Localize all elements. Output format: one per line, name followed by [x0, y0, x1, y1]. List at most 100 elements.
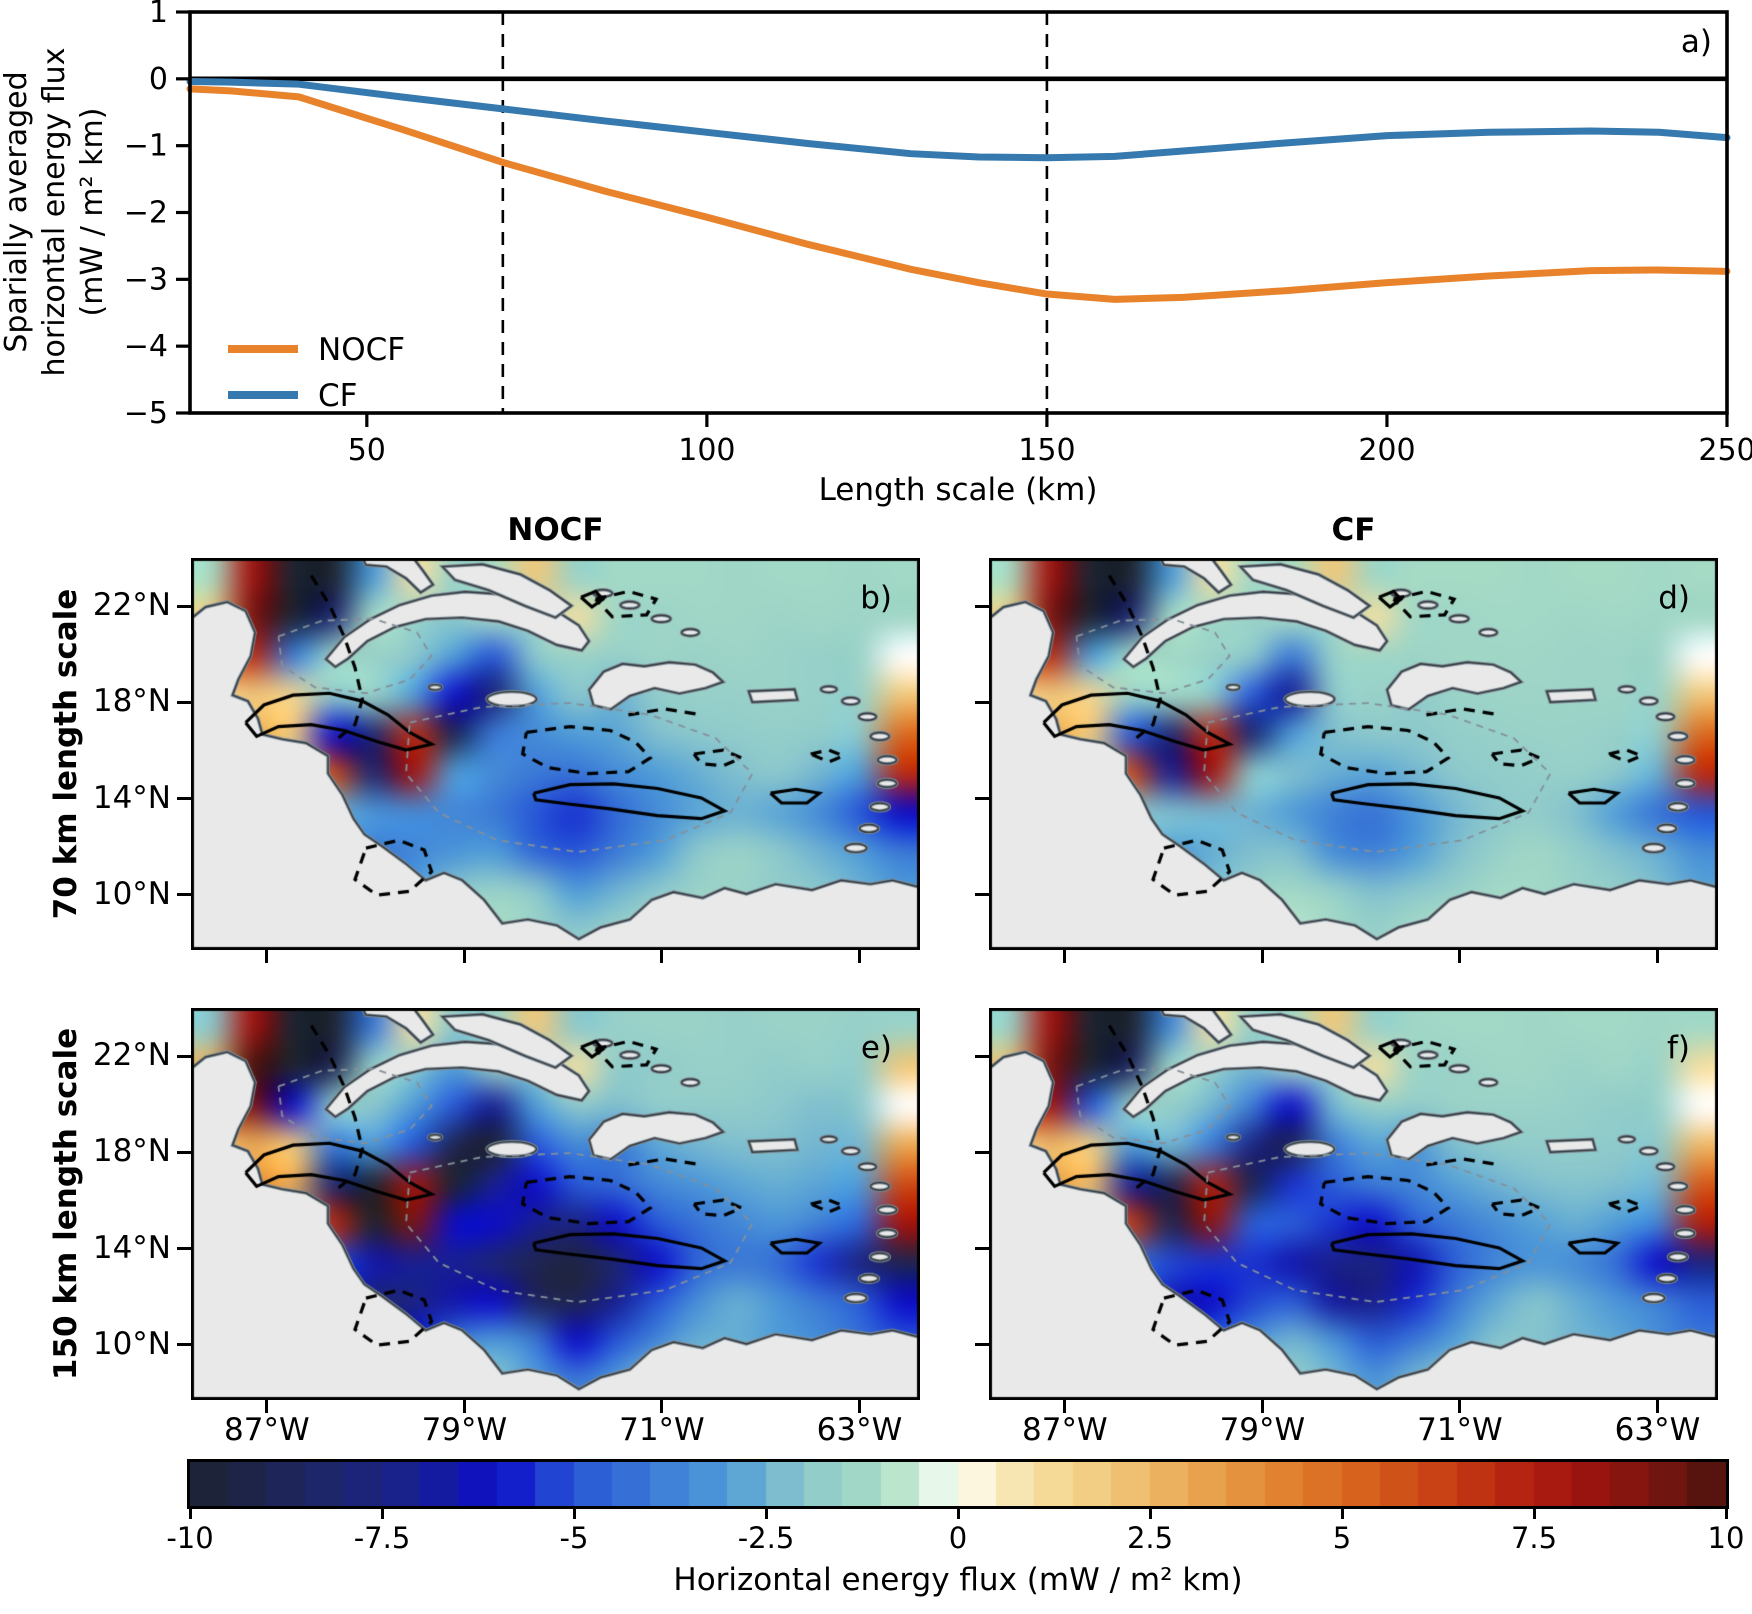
lat-tick: [177, 1247, 191, 1251]
lon-tick: [265, 1400, 269, 1413]
lon-tick: [1063, 1400, 1067, 1413]
panel-letter-e: e): [860, 1030, 892, 1066]
y-tick-label: −4: [124, 329, 168, 364]
colorbar-tick: [380, 1506, 384, 1519]
colorbar-tick: [956, 1506, 960, 1519]
lat-tick: [177, 1054, 191, 1058]
panel-letter-d: d): [1658, 580, 1690, 616]
lon-tick: [265, 950, 269, 963]
panel-letter-b: b): [860, 580, 892, 616]
map-heatmap-canvas-b: [191, 558, 920, 950]
lat-tick: [975, 604, 989, 608]
colorbar-tick: [1148, 1506, 1152, 1519]
lat-tick: [177, 797, 191, 801]
x-tick-label: 150: [1018, 433, 1075, 468]
colorbar-tick-label: -5: [559, 1521, 589, 1555]
map-panel-b-nocf-70km: b): [191, 558, 920, 950]
lat-tick: [177, 700, 191, 704]
lat-tick-label: 22°N: [92, 587, 171, 624]
series-line-cf: [186, 78, 1731, 162]
lon-tick: [1260, 1400, 1264, 1413]
colorbar-tick-label: -7.5: [353, 1521, 411, 1555]
y-tick-label: 1: [149, 0, 168, 30]
colorbar: [187, 1459, 1729, 1509]
x-tick-label: 100: [678, 433, 735, 468]
lon-tick-label: 87°W: [224, 1412, 310, 1448]
column-title-nocf: NOCF: [507, 512, 604, 548]
legend-label-cf: CF: [318, 378, 357, 414]
colorbar-tick-label: -2.5: [737, 1521, 795, 1555]
colorbar-tick: [1724, 1506, 1728, 1519]
lon-tick-label: 87°W: [1022, 1412, 1108, 1448]
lat-tick-label: 14°N: [92, 779, 171, 816]
lat-tick-label: 18°N: [92, 1133, 171, 1170]
lat-tick-label: 22°N: [92, 1037, 171, 1074]
panel-a-spines: [188, 10, 1729, 415]
lon-tick: [660, 1400, 664, 1413]
colorbar-tick: [572, 1506, 576, 1519]
lat-tick-label: 10°N: [92, 1325, 171, 1362]
colorbar-tick-label: -10: [166, 1521, 214, 1555]
lon-tick: [1655, 1400, 1659, 1413]
lat-tick: [975, 797, 989, 801]
panel-a-x-axis-label: Length scale (km): [818, 472, 1098, 508]
colorbar-tick: [1532, 1506, 1536, 1519]
y-tick-label: −2: [124, 196, 168, 231]
lon-tick-label: 71°W: [1417, 1412, 1503, 1448]
lon-tick: [857, 950, 861, 963]
lon-tick: [1655, 950, 1659, 963]
lat-tick: [975, 700, 989, 704]
x-tick-label: 50: [348, 433, 386, 468]
colorbar-tick-label: 5: [1332, 1521, 1352, 1555]
colorbar-tick-label: 0: [948, 1521, 968, 1555]
colorbar-tick: [764, 1506, 768, 1519]
lon-tick: [857, 1400, 861, 1413]
lat-tick: [975, 1247, 989, 1251]
y-tick-label: 0: [149, 62, 168, 97]
map-heatmap-canvas-f: [989, 1008, 1718, 1400]
lat-tick: [975, 1343, 989, 1347]
colorbar-gradient-canvas: [190, 1462, 1726, 1506]
map-heatmap-canvas-e: [191, 1008, 920, 1400]
colorbar-tick-label: 7.5: [1510, 1521, 1558, 1555]
lat-tick: [177, 1343, 191, 1347]
lon-tick-label: 79°W: [1219, 1412, 1306, 1448]
colorbar-label: Horizontal energy flux (mW / m² km): [673, 1562, 1243, 1598]
lon-tick-label: 63°W: [1614, 1412, 1701, 1448]
lon-tick-label: 71°W: [619, 1412, 705, 1448]
x-tick-label: 250: [1698, 433, 1752, 468]
lat-tick: [975, 1150, 989, 1154]
y-tick-label: −3: [124, 262, 168, 297]
colorbar-tick-label: 2.5: [1126, 1521, 1174, 1555]
lon-tick-label: 63°W: [816, 1412, 903, 1448]
lon-tick-label: 79°W: [421, 1412, 508, 1448]
lat-tick: [177, 893, 191, 897]
lon-tick: [1458, 1400, 1462, 1413]
lat-tick-label: 18°N: [92, 683, 171, 720]
colorbar-tick: [1340, 1506, 1344, 1519]
colorbar-tick-label: 10: [1707, 1521, 1745, 1555]
map-panel-f-cf-150km: f): [989, 1008, 1718, 1400]
lon-tick: [660, 950, 664, 963]
column-title-cf: CF: [1331, 512, 1376, 548]
series-line-nocf: [186, 85, 1731, 303]
x-tick-label: 200: [1358, 433, 1415, 468]
panel-a-y-axis-label: Sparially averaged horizontal energy flu…: [0, 47, 111, 377]
map-panel-e-nocf-150km: e): [191, 1008, 920, 1400]
map-heatmap-canvas-d: [989, 558, 1718, 950]
y-tick-label: −1: [124, 129, 168, 164]
panel-letter-f: f): [1666, 1030, 1690, 1066]
lon-tick: [462, 1400, 466, 1413]
lat-tick-label: 10°N: [92, 875, 171, 912]
lat-tick-label: 14°N: [92, 1229, 171, 1266]
lat-tick: [177, 1150, 191, 1154]
lon-tick: [462, 950, 466, 963]
y-tick-label: −5: [124, 396, 168, 431]
line-chart-panel-a: 50 100 150 200 250 1 0 −1 −2 −3 −4 −5 NOCF CF a): [124, 0, 1752, 468]
lat-tick: [975, 893, 989, 897]
lon-tick: [1063, 950, 1067, 963]
map-panel-d-cf-70km: d): [989, 558, 1718, 950]
panel-letter-a: a): [1681, 24, 1712, 60]
lat-tick: [975, 1054, 989, 1058]
